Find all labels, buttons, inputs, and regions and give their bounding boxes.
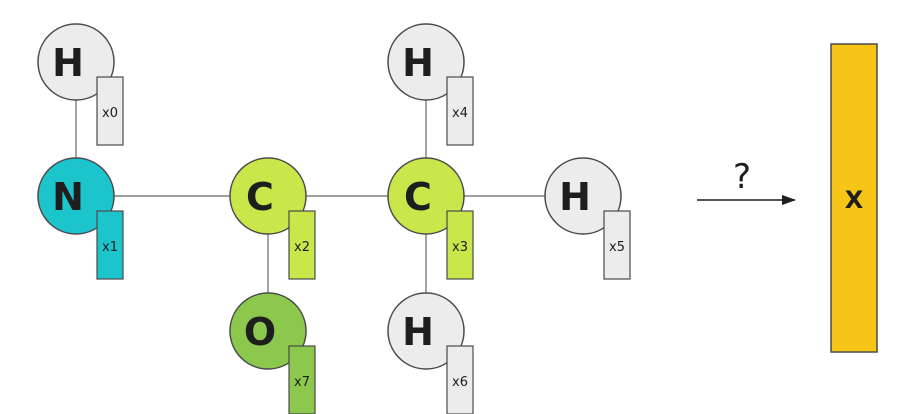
atom-node-h0: Hx0 <box>37 23 124 146</box>
atom-element-label: H <box>52 41 84 85</box>
feature-vector-rect <box>288 210 316 280</box>
atom-circle <box>387 157 465 235</box>
output-vector: X <box>830 43 878 353</box>
feature-vector-label: x1 <box>102 240 118 255</box>
atom-circle <box>37 23 115 101</box>
output-vector-rect <box>830 43 878 353</box>
atom-circle <box>229 157 307 235</box>
feature-vector-rect <box>603 210 631 280</box>
output-vector-label: X <box>845 186 864 214</box>
atom-element-label: O <box>244 310 276 354</box>
feature-vector-rect <box>446 210 474 280</box>
feature-vector-rect <box>288 345 316 414</box>
feature-vector-label: x2 <box>294 240 310 255</box>
feature-vector-rect <box>96 76 124 146</box>
feature-vector-label: x7 <box>294 375 310 390</box>
feature-vector-rect <box>96 210 124 280</box>
feature-vector-label: x3 <box>452 240 468 255</box>
bonds-layer <box>75 62 583 331</box>
feature-vector-label: x0 <box>102 106 118 121</box>
mapping-question-mark: ? <box>733 157 751 197</box>
atom-node-h5: Hx5 <box>544 157 631 280</box>
graph-to-output-mapping: ? <box>697 157 796 205</box>
atom-node-h4: Hx4 <box>387 23 474 146</box>
atom-circle <box>229 292 307 370</box>
atom-circle <box>387 292 465 370</box>
atom-circle <box>544 157 622 235</box>
feature-vector-label: x5 <box>609 240 625 255</box>
atom-element-label: C <box>404 175 432 219</box>
atom-element-label: C <box>246 175 274 219</box>
atom-element-label: H <box>402 41 434 85</box>
atom-circle <box>37 157 115 235</box>
atom-node-n1: Nx1 <box>37 157 124 280</box>
atom-element-label: H <box>559 175 591 219</box>
atom-element-label: N <box>52 175 84 219</box>
feature-vector-rect <box>446 76 474 146</box>
atom-node-c2: Cx2 <box>229 157 316 280</box>
feature-vector-label: x4 <box>452 106 468 121</box>
atom-circle <box>387 23 465 101</box>
atom-node-c3: Cx3 <box>387 157 474 280</box>
feature-vector-label: x6 <box>452 375 468 390</box>
feature-vector-rect <box>446 345 474 414</box>
atom-node-o7: Ox7 <box>229 292 316 414</box>
atom-node-h6: Hx6 <box>387 292 474 414</box>
atom-element-label: H <box>402 310 434 354</box>
